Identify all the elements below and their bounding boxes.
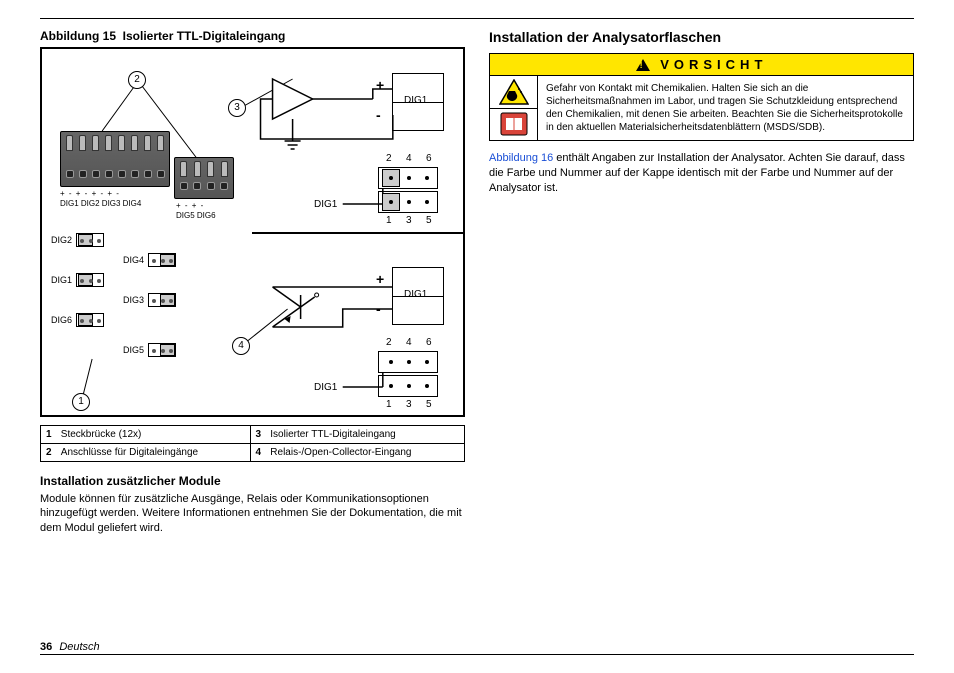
- figure-title: Isolierter TTL-Digitaleingang: [123, 29, 286, 43]
- pin2-t2: 2: [386, 337, 392, 348]
- plus-top: +: [376, 77, 384, 93]
- warning-box: VORSICHT: [489, 53, 914, 141]
- minus-bottom: -: [376, 301, 381, 317]
- pin2-t6: 6: [426, 337, 432, 348]
- pin2-b3: 3: [406, 399, 412, 410]
- page: Abbildung 15 Isolierter TTL-Digitaleinga…: [40, 18, 914, 655]
- pin-t4: 4: [406, 153, 412, 164]
- pinbox-top-b: [378, 191, 438, 213]
- page-footer: 36 Deutsch: [40, 641, 100, 653]
- after-warning-paragraph: Abbildung 16 enthält Angaben zur Install…: [489, 151, 914, 196]
- strip2-labels: DIG5 DIG6: [176, 211, 216, 220]
- warning-icons: [490, 76, 538, 140]
- legend-4-num: 4: [256, 447, 268, 458]
- jumper-dig2: [76, 233, 104, 247]
- callout-1: 1: [72, 393, 90, 411]
- pinbox-bot-a: [378, 351, 438, 373]
- pin-t2: 2: [386, 153, 392, 164]
- figure-16-link[interactable]: Abbildung 16: [489, 152, 553, 164]
- pinbox-top-a: [378, 167, 438, 189]
- left-paragraph: Module können für zusätzliche Ausgänge, …: [40, 492, 465, 535]
- strip1-labels: DIG1 DIG2 DIG3 DIG4: [60, 199, 141, 208]
- pin-b3: 3: [406, 215, 412, 226]
- pin-b1: 1: [386, 215, 392, 226]
- read-manual-icon: [490, 108, 537, 141]
- legend-3-num: 3: [256, 429, 268, 440]
- jumper-dig1: [76, 273, 104, 287]
- pin2-b5: 5: [426, 399, 432, 410]
- pin2-t4: 4: [406, 337, 412, 348]
- legend-table: 1 Steckbrücke (12x) 3 Isolierter TTL-Dig…: [40, 425, 465, 462]
- right-column: Installation der Analysatorflaschen VORS…: [489, 29, 914, 648]
- page-number: 36: [40, 641, 52, 653]
- dig1-mid-bottom: DIG1: [314, 382, 337, 393]
- pin-b5: 5: [426, 215, 432, 226]
- terminal-strip-1: [60, 131, 170, 187]
- jumper-dig4: [148, 253, 176, 267]
- legend-2: Anschlüsse für Digitaleingänge: [61, 447, 198, 458]
- jumper-label-dig5: DIG5: [114, 345, 144, 355]
- strip1-polarity: + - + - + - + -: [60, 189, 120, 198]
- legend-1-num: 1: [46, 429, 58, 440]
- warning-triangle-icon: [636, 59, 650, 71]
- pinbox-bot-b: [378, 375, 438, 397]
- strip2-polarity: + - + -: [176, 201, 204, 210]
- figure-number: Abbildung 15: [40, 29, 116, 43]
- legend-4: Relais-/Open-Collector-Eingang: [270, 447, 411, 458]
- page-language: Deutsch: [59, 641, 99, 653]
- left-column: Abbildung 15 Isolierter TTL-Digitaleinga…: [40, 29, 465, 648]
- jumper-label-dig4: DIG4: [114, 255, 144, 265]
- callout-3: 3: [228, 99, 246, 117]
- jumper-label-dig2: DIG2: [42, 235, 72, 245]
- jumper-dig3: [148, 293, 176, 307]
- jumper-label-dig1: DIG1: [42, 275, 72, 285]
- dig1-bottom: DIG1: [404, 289, 427, 300]
- jumper-dig5: [148, 343, 176, 357]
- warning-text: Gefahr von Kontakt mit Chemikalien. Halt…: [538, 76, 913, 140]
- left-subheading: Installation zusätzlicher Module: [40, 474, 465, 488]
- figure-caption: Abbildung 15 Isolierter TTL-Digitaleinga…: [40, 29, 465, 43]
- dig1-mid-top: DIG1: [314, 199, 337, 210]
- dig1-top: DIG1: [404, 95, 427, 106]
- diagram: + - + - + - + - DIG1 DIG2 DIG3 DIG4 + - …: [40, 47, 465, 417]
- legend-1: Steckbrücke (12x): [61, 429, 142, 440]
- jumper-dig6: [76, 313, 104, 327]
- minus-top: -: [376, 107, 381, 123]
- jumper-label-dig3: DIG3: [114, 295, 144, 305]
- warning-word: VORSICHT: [660, 57, 767, 72]
- legend-3: Isolierter TTL-Digitaleingang: [270, 429, 395, 440]
- section-title: Installation der Analysatorflaschen: [489, 29, 914, 45]
- legend-2-num: 2: [46, 447, 58, 458]
- pin-t6: 6: [426, 153, 432, 164]
- chemical-hazard-icon: [490, 76, 537, 108]
- jumper-label-dig6: DIG6: [42, 315, 72, 325]
- warning-header: VORSICHT: [490, 54, 913, 76]
- plus-bottom: +: [376, 271, 384, 287]
- pin2-b1: 1: [386, 399, 392, 410]
- callout-4: 4: [232, 337, 250, 355]
- callout-2: 2: [128, 71, 146, 89]
- terminal-strip-2: [174, 157, 234, 199]
